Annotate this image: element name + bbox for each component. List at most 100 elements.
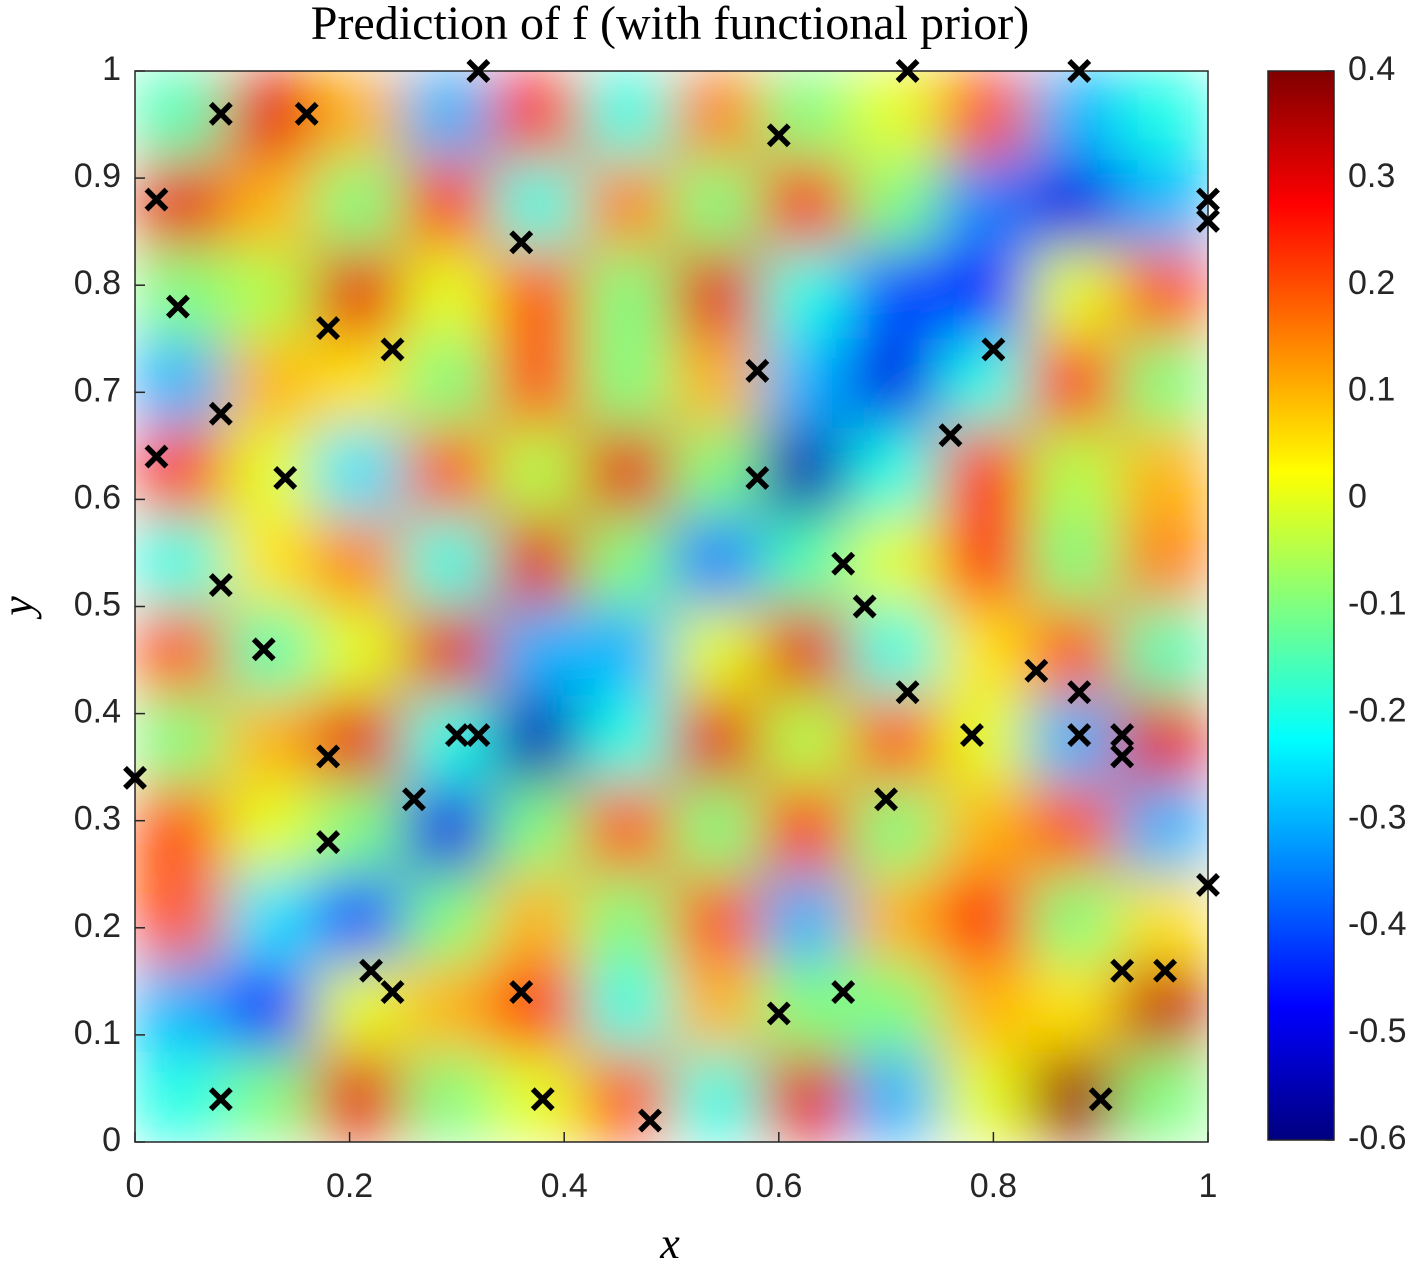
cross-marker	[380, 980, 405, 1005]
heat-cell	[403, 71, 494, 162]
heat-cell	[760, 516, 851, 607]
cross-marker	[1110, 744, 1135, 769]
heat-cell	[135, 71, 226, 162]
heat-cell	[223, 248, 315, 339]
heat-cell	[1028, 874, 1120, 965]
heat-cell	[849, 159, 940, 250]
heat-cell	[939, 695, 1031, 786]
cross-marker	[165, 294, 190, 319]
heat-cell	[492, 784, 583, 875]
y-tick-label: 0.1	[74, 1014, 121, 1052]
heat-cell	[492, 606, 583, 697]
cross-marker	[766, 1001, 791, 1026]
heat-cell	[939, 159, 1031, 250]
heat-cell	[403, 159, 494, 250]
cross-marker	[745, 466, 770, 490]
cross-marker	[874, 787, 899, 812]
heat-cell	[312, 516, 404, 607]
heat-cell	[581, 338, 672, 429]
heat-cell	[671, 606, 762, 697]
heat-cell	[939, 874, 1031, 965]
heat-cell	[1028, 963, 1120, 1054]
heat-cell	[135, 695, 226, 786]
heat-cell	[403, 784, 494, 875]
heat-cell	[1117, 695, 1208, 786]
heat-cell	[760, 159, 851, 250]
heatmap-cells	[135, 71, 1208, 1142]
heat-cell	[849, 874, 940, 965]
cross-marker	[1088, 1087, 1113, 1112]
cross-marker	[208, 1087, 233, 1112]
colorbar-tick-label: -0.1	[1348, 584, 1407, 622]
heat-cell	[939, 963, 1031, 1054]
cross-marker	[144, 187, 169, 212]
heat-cell	[939, 248, 1031, 339]
heat-cell	[581, 516, 672, 607]
x-tick-label: 0.6	[755, 1167, 802, 1205]
heat-cell	[849, 695, 940, 786]
cross-marker	[359, 958, 384, 983]
cross-marker	[380, 337, 405, 362]
cross-marker	[852, 594, 877, 619]
heat-cell	[403, 963, 494, 1054]
colorbar-tick-label: 0.3	[1348, 157, 1395, 195]
heat-cell	[403, 1051, 494, 1142]
axes-frame	[134, 70, 1209, 1143]
heat-cell	[1117, 874, 1208, 965]
heat-cell	[223, 427, 315, 518]
heat-cell	[223, 784, 315, 875]
cross-marker	[251, 637, 276, 662]
heat-cell	[135, 1051, 226, 1142]
heat-cell	[671, 695, 762, 786]
heat-cell	[1117, 1051, 1208, 1142]
heat-cell	[671, 963, 762, 1054]
cross-marker	[402, 787, 426, 812]
heat-cell	[760, 695, 851, 786]
cross-marker	[981, 337, 1006, 362]
heat-cell	[581, 606, 672, 697]
heat-cell	[403, 606, 494, 697]
cross-marker	[466, 723, 491, 747]
heat-cell	[581, 963, 672, 1054]
heat-cell	[403, 338, 494, 429]
heat-cell	[492, 71, 583, 162]
cross-marker	[1110, 958, 1135, 983]
heat-cell	[312, 427, 404, 518]
cross-marker	[294, 101, 319, 126]
cross-marker	[316, 744, 341, 769]
heat-cell	[671, 874, 762, 965]
heat-cell	[760, 248, 851, 339]
heat-cell	[671, 71, 762, 162]
heat-cell	[312, 1051, 404, 1142]
heat-cell	[581, 695, 672, 786]
y-tick-label: 0.4	[74, 693, 121, 731]
heat-cell	[760, 784, 851, 875]
heat-cell	[1117, 516, 1208, 607]
heat-cell	[223, 1051, 315, 1142]
heat-cell	[581, 874, 672, 965]
markers	[123, 59, 1220, 1133]
heat-cell	[492, 427, 583, 518]
cross-marker	[208, 573, 233, 598]
heat-cell	[939, 338, 1031, 429]
cross-marker	[1153, 958, 1178, 983]
heat-cell	[671, 1051, 762, 1142]
heat-cell	[939, 784, 1031, 875]
heat-cell	[1028, 71, 1120, 162]
colorbar-tick-label: -0.6	[1348, 1119, 1407, 1157]
heat-cell	[581, 71, 672, 162]
y-tick-label: 0.5	[74, 585, 121, 623]
heat-cell	[1028, 784, 1120, 875]
cross-marker	[1067, 680, 1092, 705]
colorbar-tick-label: 0.4	[1348, 50, 1395, 88]
heat-cell	[1117, 248, 1208, 339]
heat-cell	[223, 695, 315, 786]
cross-marker	[959, 723, 984, 747]
colorbar-tick-label: -0.5	[1348, 1012, 1407, 1050]
x-tick-label: 0	[126, 1167, 145, 1205]
cross-marker	[1024, 658, 1049, 683]
y-tick-label: 0.6	[74, 478, 121, 516]
heat-cell	[223, 338, 315, 429]
heat-cell	[581, 427, 672, 518]
cross-marker	[638, 1108, 662, 1133]
